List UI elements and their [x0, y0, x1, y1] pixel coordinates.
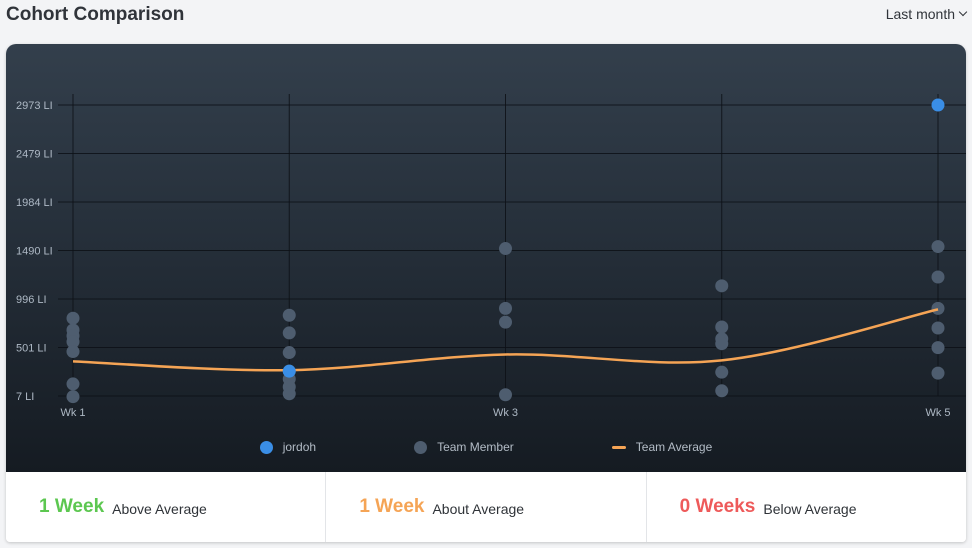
legend-item-average[interactable]: Team Average [611, 440, 713, 454]
team-member-point [282, 326, 296, 340]
stat-value: 1 Week [359, 496, 425, 517]
team-member-point [931, 341, 945, 355]
y-tick-label: 2479 LI [16, 148, 53, 160]
y-tick-label: 501 LI [16, 343, 47, 355]
stat-below-average: 0 Weeks Below Average [647, 472, 966, 542]
cohort-card: 2973 LI 2479 LI 1984 LI 1490 LI 996 LI 501 LI… [6, 44, 966, 542]
team-member-point [499, 242, 512, 256]
team-member-point [499, 301, 512, 315]
x-tick-label: Wk 5 [925, 407, 950, 419]
team-member-point [282, 346, 296, 360]
stats-bar: 1 Week Above Average 1 Week About Averag… [6, 472, 966, 542]
team-member-point [931, 321, 945, 335]
y-tick-label: 996 LI [16, 294, 47, 306]
legend-label-average: Team Average [635, 440, 713, 454]
team-member-point [931, 366, 945, 380]
team-member-point [66, 377, 80, 391]
chevron-down-icon [958, 7, 968, 17]
x-tick-label: Wk 3 [493, 407, 518, 419]
team-member-point [931, 240, 945, 254]
team-member-point [715, 384, 729, 398]
stat-value: 1 Week [39, 496, 105, 517]
team-member-point [715, 365, 729, 379]
member-dot-icon [414, 440, 428, 454]
team-member-point [282, 387, 296, 401]
page-title: Cohort Comparison [6, 4, 185, 25]
period-label: Last month [885, 6, 955, 22]
team-average-line [72, 308, 939, 372]
period-dropdown[interactable]: Last month [885, 6, 968, 22]
team-member-point [66, 390, 80, 404]
team-member-point [66, 335, 80, 349]
user-point [282, 364, 296, 378]
team-member-point [499, 388, 512, 402]
stat-value: 0 Weeks [679, 496, 756, 517]
stat-above-average: 1 Week Above Average [6, 472, 327, 542]
y-tick-label: 1984 LI [16, 197, 53, 209]
stat-label: Above Average [112, 501, 207, 517]
legend-item-user[interactable]: jordoh [259, 440, 317, 454]
y-tick-label: 7 LI [16, 391, 34, 403]
team-member-point [282, 308, 296, 322]
team-member-point [931, 301, 945, 315]
y-tick-label: 1490 LI [16, 246, 53, 258]
chart-legend: jordoh Team Member Team Average [6, 440, 966, 454]
team-member-point [66, 345, 80, 359]
legend-item-member[interactable]: Team Member [414, 440, 514, 454]
team-member-point [931, 270, 945, 284]
cohort-chart: 2973 LI 2479 LI 1984 LI 1490 LI 996 LI 501 LI… [16, 94, 966, 419]
chart-panel: 2973 LI 2479 LI 1984 LI 1490 LI 996 LI 501 LI… [6, 44, 966, 472]
stat-label: Below Average [763, 501, 857, 517]
team-member-point [715, 279, 729, 293]
y-tick-label: 2973 LI [16, 100, 53, 112]
x-tick-label: Wk 1 [60, 407, 85, 419]
legend-label-member: Team Member [437, 440, 514, 454]
team-member-point [499, 315, 512, 329]
legend-label-user: jordoh [282, 440, 317, 454]
average-line-icon [611, 445, 626, 449]
stat-about-average: 1 Week About Average [326, 472, 647, 542]
user-dot-icon [259, 440, 273, 454]
user-point [931, 98, 945, 112]
team-member-point [715, 320, 729, 334]
team-member-point [715, 337, 729, 351]
stat-label: About Average [432, 501, 525, 517]
team-member-point [66, 311, 80, 325]
